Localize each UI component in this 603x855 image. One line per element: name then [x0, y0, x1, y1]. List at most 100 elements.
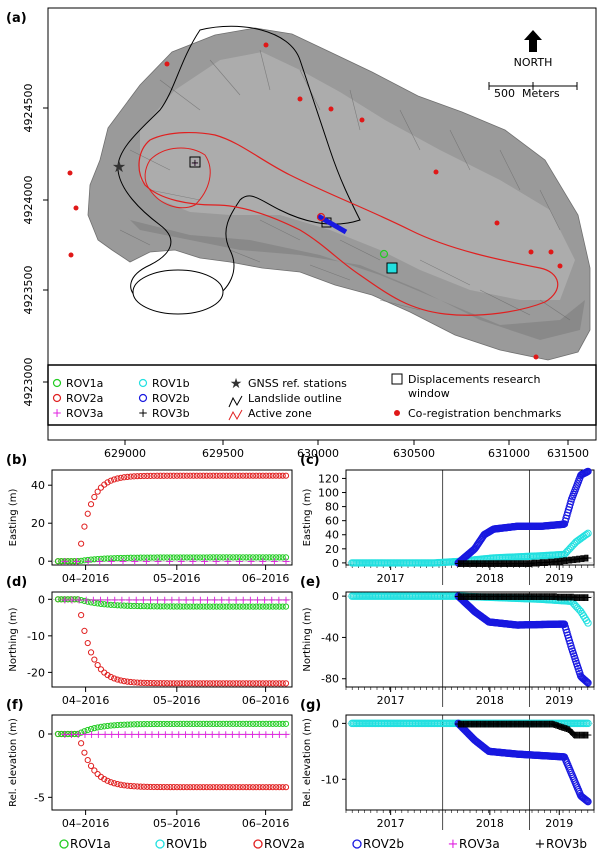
data-point-ROV1a: [154, 720, 161, 728]
data-point-ROV3b: +: [557, 590, 566, 603]
data-point-ROV2a: [187, 784, 194, 791]
y-tick-label: 120: [318, 472, 339, 485]
data-point-ROV3b: +: [454, 557, 463, 570]
data-point-ROV3a: +: [194, 728, 203, 741]
data-point-ROV3b: +: [553, 590, 562, 603]
data-point-ROV3b: +: [579, 729, 588, 742]
data-point-ROV3b: +: [484, 717, 493, 730]
bottom-legend-label: ROV2b: [363, 837, 404, 851]
data-point-ROV3b: +: [454, 590, 463, 603]
data-point-ROV2a: [91, 767, 98, 774]
data-point-ROV3b: +: [517, 590, 526, 603]
data-point-ROV3b: +: [521, 590, 530, 603]
data-point-ROV1a: [137, 603, 144, 610]
data-point-ROV2a: [167, 680, 174, 687]
data-point-ROV3b: +: [467, 557, 476, 570]
data-point-ROV3b: +: [486, 717, 495, 730]
data-point-ROV3b: +: [472, 717, 481, 730]
data-point-ROV3b: +: [562, 591, 571, 604]
data-point-ROV3b: +: [574, 591, 583, 604]
data-point-ROV2a: [150, 783, 157, 791]
data-point-ROV2a: [144, 783, 151, 790]
data-point-ROV3b: +: [471, 557, 480, 570]
bottom-legend-label: ROV2a: [264, 837, 305, 851]
data-point-ROV3b: +: [524, 590, 533, 603]
data-point-ROV1a: [144, 554, 151, 561]
data-point-ROV1a: [249, 603, 257, 610]
data-point-ROV1a: [206, 554, 214, 561]
data-point-ROV3a: +: [208, 728, 217, 741]
data-point-ROV3b: +: [532, 717, 541, 730]
data-point-ROV1a: [163, 554, 171, 561]
data-point-ROV1a: [249, 720, 257, 727]
data-point-ROV2a: [78, 540, 85, 547]
data-point-ROV3a: +: [167, 593, 176, 606]
data-point-ROV2a: [269, 680, 276, 687]
data-point-ROV1a: [173, 603, 181, 610]
data-point-ROV3b: +: [477, 557, 486, 570]
data-point-ROV1a: [157, 603, 164, 610]
benchmark: [164, 61, 170, 67]
data-point-ROV3b: +: [569, 591, 578, 604]
data-point-ROV3b: +: [561, 722, 570, 735]
data-point-ROV3a: +: [234, 728, 243, 741]
data-point-ROV3b: +: [474, 717, 483, 730]
data-point-ROV1a: [223, 720, 230, 727]
data-point-ROV2b: [584, 797, 592, 806]
data-point-ROV1a: [124, 602, 131, 609]
data-point-ROV1a: [81, 728, 88, 735]
data-point-ROV3b: +: [490, 717, 499, 730]
data-point-ROV3a: +: [114, 728, 123, 741]
data-point-ROV1a: [163, 603, 171, 610]
data-point-ROV1a: [147, 720, 154, 728]
data-point-ROV1a: [58, 558, 65, 565]
y-tick-label: -5: [34, 791, 45, 804]
data-point-ROV3a: +: [281, 593, 290, 606]
data-point-ROV3b: +: [525, 590, 534, 603]
data-point-ROV1a: [167, 720, 174, 728]
data-point-ROV3b: +: [570, 553, 579, 566]
data-point-ROV2a: [97, 666, 105, 673]
data-point-ROV3b: +: [521, 717, 530, 730]
data-point-ROV2a: [114, 781, 121, 788]
data-point-ROV3b: +: [553, 590, 562, 603]
y-tick-label: 20: [325, 543, 339, 556]
series-ROV3b: ++++++++++++++++++++++++++++++++++++++++…: [454, 590, 593, 604]
y-tick-label: 40: [31, 479, 45, 492]
data-point-ROV3b: +: [522, 590, 531, 603]
rov2b-trace: [316, 213, 348, 235]
data-point-ROV1a: [263, 603, 270, 610]
data-point-ROV3a: +: [161, 728, 170, 741]
data-point-ROV3a: +: [221, 728, 230, 741]
data-point-ROV3b: +: [469, 717, 478, 730]
data-point-ROV3b: +: [549, 590, 558, 603]
data-point-ROV3b: +: [554, 555, 563, 568]
data-point-ROV3b: +: [459, 590, 468, 603]
data-point-ROV3b: +: [554, 590, 563, 603]
data-point-ROV3b: +: [478, 717, 487, 730]
data-point-ROV2a: [246, 784, 253, 791]
data-point-ROV3b: +: [523, 590, 532, 603]
series-ROV2b: [454, 719, 592, 806]
data-point-ROV1b: [584, 529, 592, 538]
legend-window-line1: Displacements research: [408, 373, 540, 386]
data-point-ROV1a: [124, 721, 131, 728]
legend-rov1a: ROV1a: [66, 377, 103, 390]
data-point-ROV2a: [130, 473, 138, 480]
data-point-ROV1a: [269, 603, 276, 610]
data-point-ROV3b: +: [522, 557, 531, 570]
data-point-ROV2a: [114, 475, 121, 482]
data-point-ROV3b: +: [517, 717, 526, 730]
data-point-ROV2a: [130, 783, 138, 790]
data-point-ROV2a: [87, 762, 95, 770]
data-point-ROV1a: [266, 720, 273, 727]
data-point-ROV3a: +: [153, 555, 162, 568]
x-tick-label: 2017: [377, 572, 405, 585]
data-point-ROV1a: [263, 720, 270, 727]
data-point-ROV1a: [266, 554, 273, 561]
north-arrow-icon: [524, 30, 542, 52]
data-point-ROV3b: +: [497, 717, 506, 730]
data-point-ROV2a: [84, 510, 91, 517]
series-ROV3a: ++++++++++++++++++++++++++++++++++: [60, 728, 290, 741]
data-point-ROV1a: [58, 596, 65, 603]
